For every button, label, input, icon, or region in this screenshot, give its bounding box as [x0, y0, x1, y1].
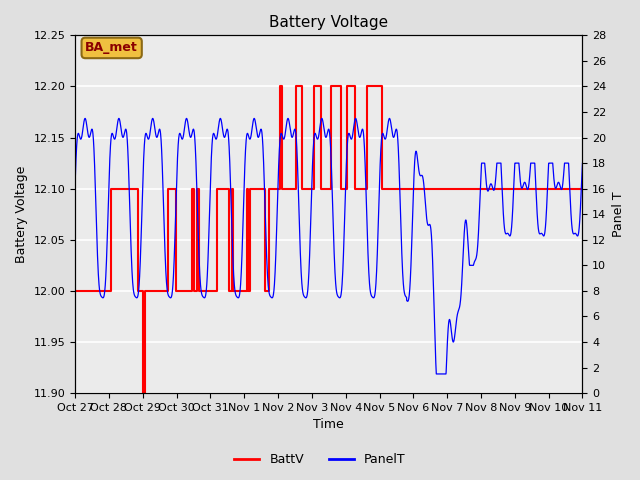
Y-axis label: Panel T: Panel T — [612, 192, 625, 237]
Legend: BattV, PanelT: BattV, PanelT — [229, 448, 411, 471]
Title: Battery Voltage: Battery Voltage — [269, 15, 388, 30]
X-axis label: Time: Time — [314, 419, 344, 432]
Text: BA_met: BA_met — [85, 41, 138, 54]
Y-axis label: Battery Voltage: Battery Voltage — [15, 166, 28, 263]
